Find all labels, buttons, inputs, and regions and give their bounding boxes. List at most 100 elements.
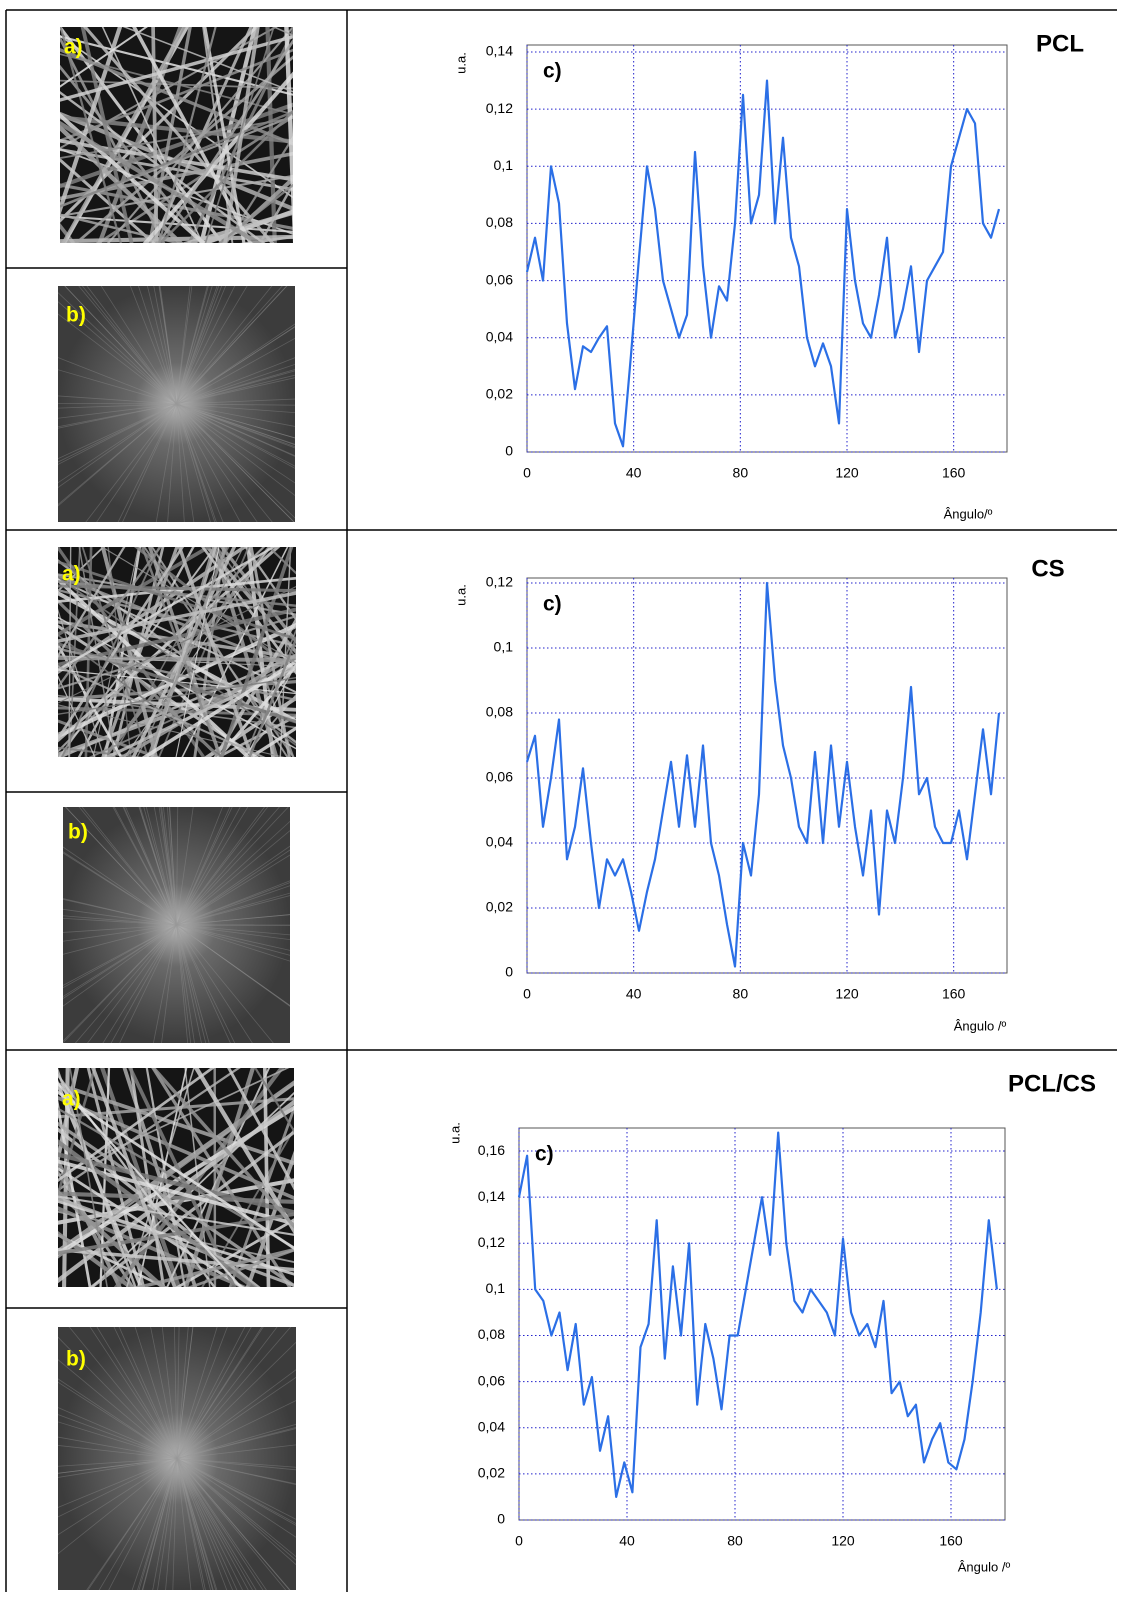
fiber <box>215 714 296 757</box>
fft-ray <box>176 370 295 405</box>
fft-ray <box>167 403 177 522</box>
fiber <box>145 1068 186 1287</box>
fft-ray <box>89 1327 178 1459</box>
fft-ray <box>123 807 177 926</box>
fft-ray <box>63 908 177 926</box>
fiber <box>61 27 187 243</box>
fiber <box>132 1247 294 1287</box>
fiber <box>58 607 296 667</box>
fiber <box>60 148 293 235</box>
fiber <box>177 547 254 757</box>
fft-ray <box>176 403 295 439</box>
fft-ray <box>176 1327 189 1459</box>
fft-ray <box>58 1458 178 1518</box>
data-line <box>525 79 1001 448</box>
fft-ray <box>176 286 288 405</box>
fft-ray <box>176 1423 296 1459</box>
fft-ray <box>63 924 177 933</box>
panel-label: b) <box>68 821 88 844</box>
fft-ray <box>176 1458 267 1590</box>
fiber <box>68 547 72 757</box>
y-tick-label: 0,12 <box>486 574 513 590</box>
fft-ray <box>176 854 290 926</box>
fft-ray <box>139 807 177 926</box>
fft-ray <box>81 286 177 405</box>
fft-ray <box>58 1381 178 1459</box>
fft-ray <box>176 286 209 405</box>
fft-ray <box>176 914 290 926</box>
y-tick-label: 0,06 <box>478 1372 505 1388</box>
fiber <box>89 1130 294 1287</box>
fiber <box>58 590 296 724</box>
fft-ray <box>81 807 177 926</box>
fft-ray <box>58 395 177 405</box>
fft-background <box>58 286 295 522</box>
fiber <box>225 135 293 243</box>
fft-ray <box>58 1458 178 1478</box>
panel-label: a) <box>62 563 81 586</box>
fiber <box>100 1068 182 1287</box>
fft-ray <box>58 403 177 488</box>
annotation: c) <box>543 593 562 616</box>
fiber <box>132 27 253 243</box>
fft-ray <box>176 807 241 926</box>
fiber <box>151 1068 294 1229</box>
fft-ray <box>176 880 290 926</box>
fft-ray <box>176 924 207 1043</box>
fft-ray <box>176 1458 296 1485</box>
fft-ray <box>78 286 177 405</box>
fft-ray <box>176 1400 296 1459</box>
fiber <box>100 547 296 664</box>
fft-ray <box>63 924 177 999</box>
fft-ray <box>141 1458 178 1590</box>
fft-ray <box>161 1327 178 1459</box>
fft-ray <box>176 337 295 405</box>
fft-ray <box>176 403 211 522</box>
fiber <box>58 1097 294 1119</box>
y-tick-label: 0,14 <box>478 1188 505 1204</box>
fiber <box>58 1196 294 1287</box>
fft-ray <box>176 924 290 936</box>
fft-ray <box>176 403 295 457</box>
fft-ray <box>176 1427 296 1459</box>
x-axis-label: Ângulo /º <box>958 1559 1011 1574</box>
fft-ray <box>176 1458 296 1525</box>
fft-ray <box>58 369 177 405</box>
fft-ray <box>176 895 290 926</box>
fft-ray <box>58 403 177 460</box>
fiber <box>58 634 224 757</box>
fft-ray <box>176 924 253 1043</box>
fiber <box>60 34 293 102</box>
fft-ray <box>58 313 177 405</box>
fiber <box>175 547 220 757</box>
fft-ray <box>102 924 177 1043</box>
panel-label: b) <box>66 304 86 327</box>
fiber <box>149 547 215 757</box>
fft-ray <box>176 1458 238 1590</box>
fft-ray <box>64 807 177 926</box>
fft-ray <box>87 924 177 1043</box>
fft-ray <box>155 403 177 522</box>
fft-ray <box>176 1458 291 1590</box>
fft-ray <box>176 924 210 1043</box>
fiber <box>58 1139 258 1287</box>
fft-ray <box>176 1327 194 1459</box>
x-tick-label: 0 <box>523 465 531 481</box>
fft-ray <box>58 301 177 405</box>
fiber <box>60 117 293 160</box>
fft-ray <box>63 924 177 1007</box>
fft-ray <box>176 403 185 522</box>
fiber <box>122 1068 198 1287</box>
fft-ray <box>176 924 231 1043</box>
fft-ray <box>169 807 177 926</box>
fiber <box>58 580 296 608</box>
fft-ray <box>176 1458 296 1468</box>
fiber <box>219 547 296 644</box>
fft-ray <box>176 924 192 1043</box>
fft-ray <box>58 403 177 507</box>
fiber <box>227 1068 294 1191</box>
fft-ray <box>176 924 290 941</box>
fiber <box>91 1068 177 1287</box>
fft-ray <box>137 1458 178 1590</box>
fft-ray <box>108 1458 178 1590</box>
